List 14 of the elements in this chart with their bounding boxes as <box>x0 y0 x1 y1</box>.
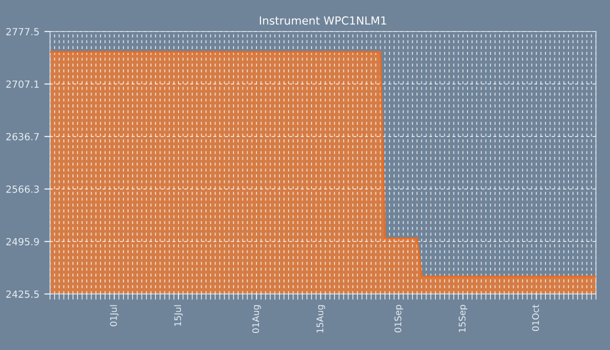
x-tick-label: 15Jul <box>174 305 183 326</box>
y-tick-label: 2636.7 <box>6 132 39 140</box>
x-tick-label: 15Sep <box>458 304 468 332</box>
y-tick-label: 2566.3 <box>6 185 39 193</box>
chart-title: Instrument WPC1NLM1 <box>260 16 386 25</box>
y-tick-label: 2495.9 <box>6 238 39 246</box>
x-tick-label: 01Oct <box>532 304 539 331</box>
x-tick-label: 15Aug <box>316 305 326 333</box>
x-tick-label: 01Sep <box>394 304 404 332</box>
y-tick-label: 2777.5 <box>6 28 39 36</box>
y-tick-label: 2707.1 <box>6 80 39 88</box>
x-tick-label: 01Aug <box>252 305 261 333</box>
x-tick-label: 01Jul <box>110 305 119 326</box>
y-tick-label: 2425.5 <box>6 290 39 298</box>
